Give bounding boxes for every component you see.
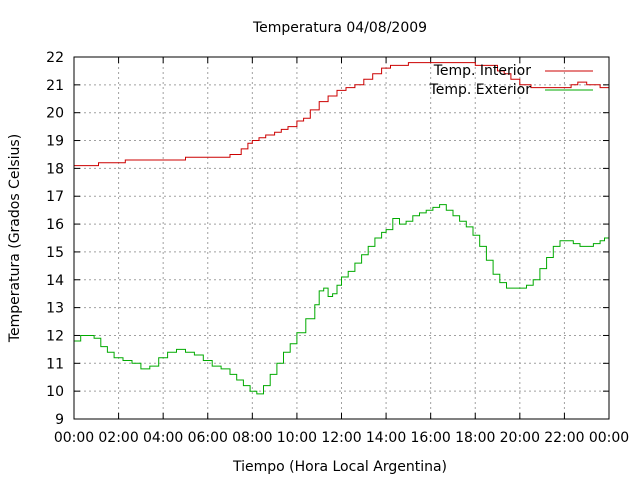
y-tick-label: 12 <box>46 328 64 344</box>
y-axis-label: Temperatura (Grados Celsius) <box>7 134 23 343</box>
series-lines <box>74 62 610 395</box>
grid <box>74 57 609 419</box>
series-line-exterior <box>74 204 610 395</box>
x-tick-label: 00:00 <box>589 430 629 446</box>
x-tick-label: 04:00 <box>143 430 183 446</box>
x-tick-label: 00:00 <box>54 430 94 446</box>
x-tick-label: 14:00 <box>366 430 406 446</box>
series-line-interior <box>74 62 609 167</box>
y-tick-label: 20 <box>46 106 64 122</box>
legend: Temp. Interior Temp. Exterior <box>429 63 593 98</box>
y-tick-label: 18 <box>46 161 64 177</box>
y-tick-label: 17 <box>46 189 64 205</box>
x-axis-label: Tiempo (Hora Local Argentina) <box>232 459 447 475</box>
x-tick-label: 18:00 <box>455 430 495 446</box>
y-tick-label: 21 <box>46 78 64 94</box>
y-tick-label: 19 <box>46 134 64 150</box>
y-axis-ticks: 9 10 11 12 13 14 15 16 17 18 19 20 21 22 <box>46 50 609 428</box>
x-tick-label: 02:00 <box>98 430 138 446</box>
chart-title: Temperatura 04/08/2009 <box>252 20 427 36</box>
x-tick-label: 22:00 <box>544 430 584 446</box>
x-tick-label: 08:00 <box>232 430 272 446</box>
y-tick-label: 15 <box>46 245 64 261</box>
x-axis-ticks: 00:00 02:00 04:00 06:00 08:00 10:00 12:00 14:00… <box>54 57 629 446</box>
y-tick-label: 9 <box>55 412 64 428</box>
y-tick-label: 16 <box>46 217 64 233</box>
x-tick-label: 10:00 <box>277 430 317 446</box>
y-tick-label: 13 <box>46 301 64 317</box>
legend-label-exterior: Temp. Exterior <box>429 82 532 98</box>
y-tick-label: 22 <box>46 50 64 66</box>
x-tick-label: 16:00 <box>410 430 450 446</box>
x-tick-label: 12:00 <box>321 430 361 446</box>
x-tick-label: 06:00 <box>188 430 228 446</box>
y-tick-label: 10 <box>46 384 64 400</box>
y-tick-label: 14 <box>46 273 64 289</box>
legend-label-interior: Temp. Interior <box>433 63 532 79</box>
plot-frame <box>73 56 610 420</box>
y-tick-label: 11 <box>46 356 64 372</box>
x-tick-label: 20:00 <box>500 430 540 446</box>
